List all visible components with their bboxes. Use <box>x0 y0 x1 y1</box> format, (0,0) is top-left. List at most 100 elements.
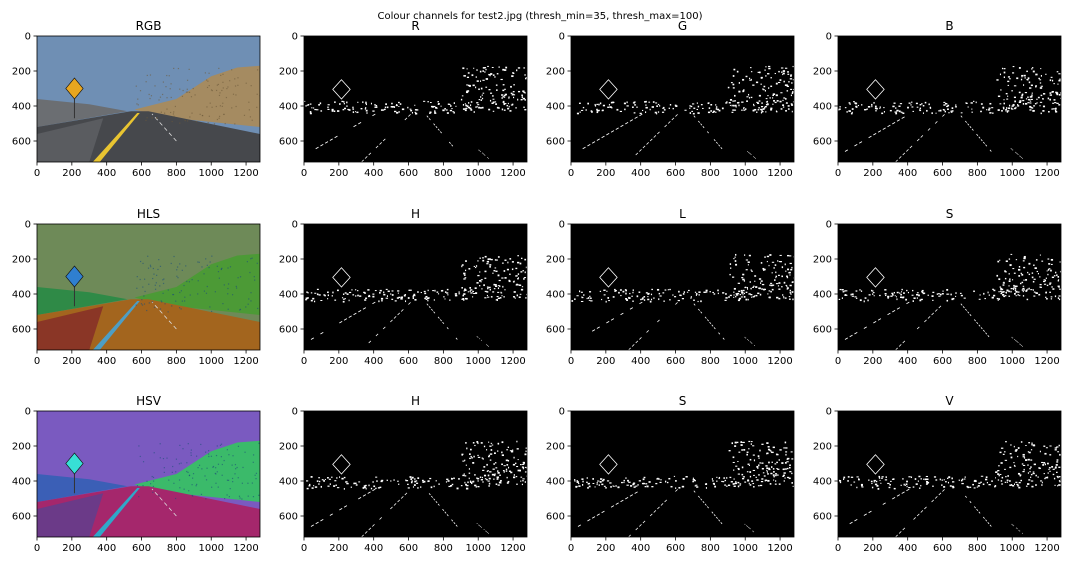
y-tick-label: 0 <box>559 407 565 418</box>
edge-speck <box>1005 110 1007 112</box>
edge-speck <box>789 284 792 287</box>
edge-speck <box>709 291 711 293</box>
edge-speck <box>1057 83 1059 85</box>
edge-sign <box>599 454 618 475</box>
edge-speck <box>778 274 780 276</box>
edge-speck <box>743 292 745 295</box>
edge-speck <box>1009 264 1012 266</box>
edge-speck <box>655 102 658 104</box>
edge-speck <box>621 481 623 484</box>
hill-texture <box>135 85 137 87</box>
hill-texture <box>216 84 218 86</box>
edge-speck <box>475 86 477 89</box>
edge-speck <box>843 476 846 479</box>
edge-speck <box>461 287 463 289</box>
edge-speck <box>774 473 778 475</box>
edge-speck <box>757 455 760 458</box>
edge-segment <box>969 314 972 317</box>
edge-speck <box>649 108 651 111</box>
edge-speck <box>1057 276 1060 278</box>
edge-speck <box>1039 79 1042 81</box>
edge-speck <box>851 295 854 297</box>
edge-speck <box>476 282 479 284</box>
edge-speck <box>926 482 929 484</box>
edge-speck <box>500 291 502 294</box>
edge-speck <box>903 296 905 298</box>
hill-texture <box>160 111 162 113</box>
edge-segment <box>868 135 872 139</box>
edge-speck <box>352 294 355 296</box>
edge-speck <box>482 79 485 81</box>
hill-texture <box>139 260 142 263</box>
edge-speck <box>758 464 760 467</box>
edge-speck <box>425 298 428 300</box>
edge-speck <box>522 90 525 93</box>
edge-speck <box>791 472 793 475</box>
edge-segment <box>902 340 906 344</box>
lane-line <box>92 488 140 537</box>
edge-speck <box>960 479 963 482</box>
edge-segment <box>698 308 700 311</box>
edge-speck <box>733 68 736 71</box>
edge-speck <box>1008 280 1011 282</box>
edge-speck <box>642 478 645 481</box>
edge-speck <box>497 291 500 293</box>
edge-speck <box>896 109 899 112</box>
edge-speck <box>948 476 951 479</box>
edge-speck <box>875 480 878 483</box>
edge-speck <box>664 480 667 483</box>
edge-speck <box>403 294 406 297</box>
edge-speck <box>1020 441 1023 443</box>
edge-segment <box>404 492 408 496</box>
edge-segment <box>715 516 718 519</box>
edge-speck <box>517 284 519 286</box>
edge-speck <box>839 481 842 484</box>
edge-speck <box>666 481 669 484</box>
edge-speck <box>782 106 785 108</box>
edge-speck <box>1035 292 1039 294</box>
edge-segment <box>631 344 635 347</box>
edge-speck <box>742 273 745 276</box>
edge-speck <box>752 296 755 298</box>
edge-speck <box>586 481 588 483</box>
edge-speck <box>466 90 469 92</box>
edge-speck <box>508 470 511 472</box>
axes-frame <box>570 223 795 351</box>
edge-speck <box>465 91 469 94</box>
edge-speck <box>493 269 496 272</box>
edge-speck <box>778 288 781 290</box>
edge-speck <box>342 108 345 111</box>
edge-speck <box>503 270 506 272</box>
edge-speck <box>472 296 474 298</box>
edge-speck <box>921 291 924 294</box>
hill-texture <box>218 67 220 70</box>
edge-speck <box>767 73 770 75</box>
edge-speck <box>521 466 524 468</box>
hill-texture <box>153 452 155 454</box>
edge-speck <box>525 297 527 299</box>
edge-speck <box>692 112 695 115</box>
edge-speck <box>1045 476 1048 479</box>
edge-speck <box>765 66 767 68</box>
edge-speck <box>365 103 367 106</box>
edge-speck <box>743 449 746 451</box>
edge-speck <box>1027 451 1030 453</box>
hill-texture <box>197 293 199 295</box>
edge-speck <box>412 297 415 299</box>
edge-speck <box>496 476 499 478</box>
edge-speck <box>1017 455 1019 458</box>
edge-speck <box>443 296 445 298</box>
edge-speck <box>1007 107 1011 109</box>
hill-texture <box>248 109 250 111</box>
edge-speck <box>1051 79 1054 82</box>
edge-speck <box>1019 282 1022 285</box>
edge-speck <box>998 278 1001 281</box>
edge-speck <box>1048 268 1051 270</box>
edge-speck <box>596 483 598 486</box>
edge-speck <box>749 67 752 69</box>
edge-speck <box>1056 71 1059 73</box>
edge-speck <box>771 451 774 454</box>
edge-speck <box>1022 470 1025 473</box>
hill-texture <box>242 466 244 469</box>
edge-speck <box>768 290 771 292</box>
